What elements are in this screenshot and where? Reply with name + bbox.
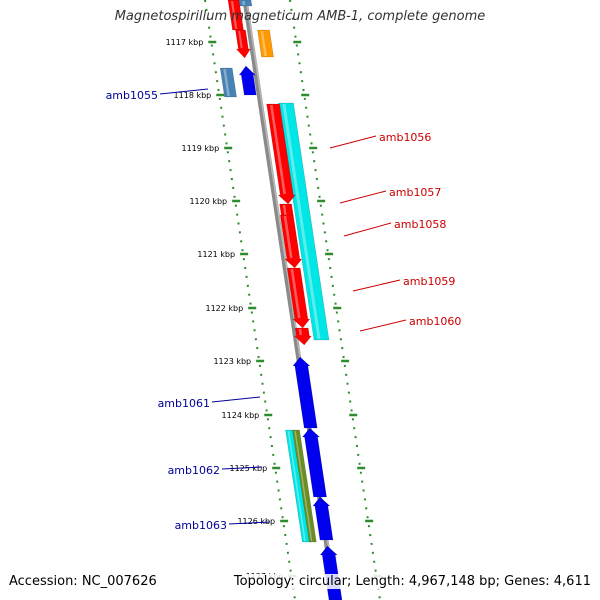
gene-amb1063 [312, 496, 334, 541]
leader-line-amb1057 [339, 190, 387, 204]
gene-label-amb1058: amb1058 [394, 218, 446, 231]
genome-title: Magnetospirillum magneticum AMB-1, compl… [114, 9, 486, 24]
leader-line-amb1063 [228, 521, 271, 525]
gene-label-amb1060: amb1060 [409, 315, 461, 328]
gene-labels: amb1056 amb1057 amb1058 amb1059 amb1060 amb10… [106, 88, 461, 532]
gene-orange-shine [260, 30, 267, 57]
gene-label-amb1063: amb1063 [175, 519, 227, 532]
gene-amb1059-shine [290, 268, 301, 319]
gene-olive-shine [294, 430, 313, 542]
gene-partial-red-shine [230, 0, 238, 30]
tick-label: 1120 kbp [189, 197, 227, 206]
gene-amb1060 [293, 327, 312, 346]
gene-features [219, 0, 343, 600]
tick-label: 1124 kbp [222, 411, 260, 420]
gene-label-amb1062: amb1062 [168, 464, 220, 477]
tick-label: 1119 kbp [181, 144, 219, 153]
gene-label-amb1056: amb1056 [379, 131, 431, 144]
gene-label-amb1057: amb1057 [389, 186, 441, 199]
gene-partial-red-2-shine [238, 30, 243, 49]
gene-amb1058 [279, 214, 303, 269]
tick-labels: 1117 kbp 1118 kbp 1119 kbp 1120 kbp 1121 kbp… [166, 38, 284, 581]
gene-label-amb1061: amb1061 [158, 397, 210, 410]
tick-label: 1122 kbp [205, 304, 243, 313]
gene-amb1055 [238, 65, 257, 96]
topology-label: Topology: circular; Length: 4,967,148 bp… [233, 574, 591, 589]
tick-label: 1126 kbp [237, 517, 275, 526]
tick-label: 1121 kbp [197, 250, 235, 259]
tick-label: 1118 kbp [174, 91, 212, 100]
gene-amb1058-shine [283, 215, 293, 259]
gene-cyan-small-shine [287, 430, 306, 542]
gene-amb1061 [292, 356, 318, 429]
tick-label: 1117 kbp [166, 38, 204, 47]
gene-cyan-long [278, 102, 330, 341]
gene-partial-steelblue [238, 0, 253, 7]
gene-amb1055-a [219, 67, 237, 98]
leader-line-amb1058 [343, 222, 392, 237]
gene-orange [257, 29, 274, 58]
leader-line-amb1062 [221, 466, 263, 470]
gene-blue-bottom [319, 545, 343, 600]
leader-line-amb1061 [211, 396, 261, 403]
leader-line-amb1056 [329, 135, 377, 149]
gene-cyan-long-shine [282, 103, 321, 340]
gene-label-amb1055: amb1055 [106, 89, 158, 102]
gene-amb1060-shine [298, 328, 303, 336]
gene-amb1056-shine [270, 104, 286, 195]
accession-label: Accession: NC_007626 [9, 574, 157, 589]
gene-label-amb1059: amb1059 [403, 275, 455, 288]
leader-line-amb1060 [359, 319, 407, 332]
gene-amb1056 [266, 103, 296, 205]
gene-amb1057-shine [282, 204, 287, 216]
gene-amb1055-a-shine [223, 68, 230, 97]
gene-amb1059 [286, 267, 311, 329]
gene-partial-red-2 [235, 29, 251, 59]
tick-label: 1125 kbp [229, 464, 267, 473]
leader-line-amb1059 [352, 279, 401, 292]
tick-label: 1123 kbp [213, 357, 251, 366]
gene-olive [292, 429, 317, 543]
ruler-line-right [289, 0, 381, 600]
ruler-line-left [204, 0, 296, 600]
gene-partial-steelblue-shine [242, 0, 246, 6]
leader-line-amb1055 [159, 88, 209, 95]
